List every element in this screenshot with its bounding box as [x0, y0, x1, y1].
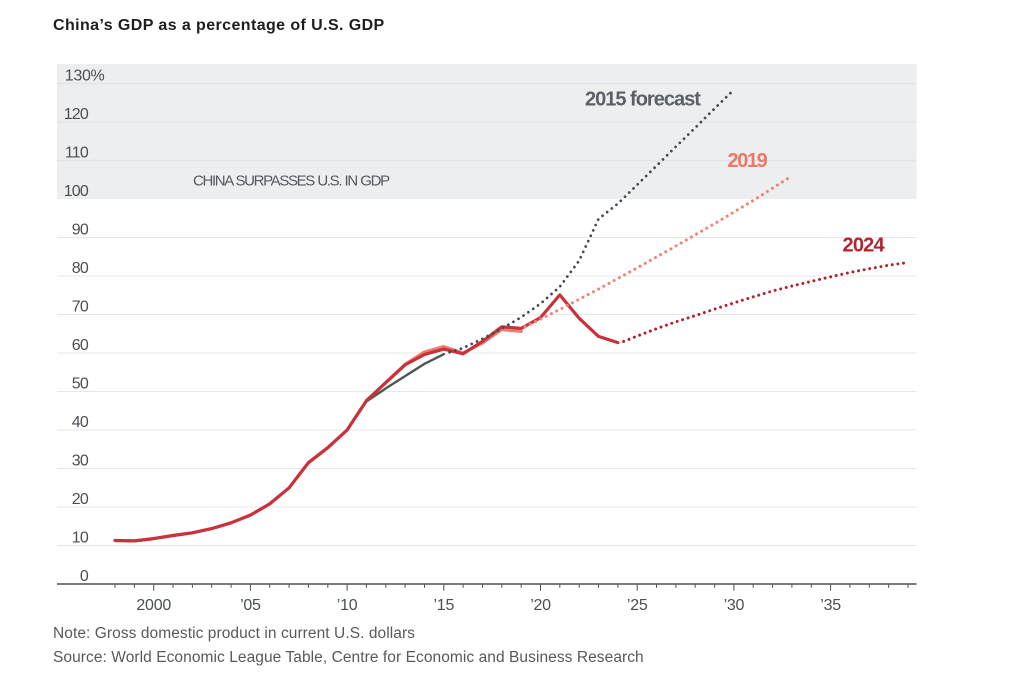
svg-text:2019: 2019 [728, 150, 768, 172]
svg-text:’20: ’20 [530, 597, 551, 614]
svg-text:40: 40 [72, 414, 89, 431]
svg-text:’30: ’30 [724, 597, 745, 614]
svg-text:2024: 2024 [843, 235, 886, 257]
svg-text:0: 0 [80, 568, 89, 585]
svg-text:60: 60 [72, 337, 89, 354]
svg-text:10: 10 [72, 529, 89, 546]
svg-text:110: 110 [65, 144, 89, 161]
svg-text:100: 100 [64, 183, 89, 200]
svg-text:30: 30 [72, 452, 89, 469]
svg-text:CHINA SURPASSES U.S. IN GDP: CHINA SURPASSES U.S. IN GDP [193, 173, 390, 190]
svg-text:90: 90 [72, 221, 89, 238]
svg-text:50: 50 [72, 375, 89, 392]
svg-text:2015 forecast: 2015 forecast [585, 89, 701, 111]
svg-text:’05: ’05 [240, 597, 261, 614]
svg-text:80: 80 [72, 260, 89, 277]
svg-text:130%: 130% [65, 67, 105, 84]
svg-text:’35: ’35 [820, 597, 841, 614]
svg-text:’25: ’25 [627, 597, 648, 614]
svg-text:120: 120 [64, 106, 89, 123]
svg-text:20: 20 [72, 491, 89, 508]
svg-text:70: 70 [72, 298, 89, 315]
svg-text:’15: ’15 [433, 597, 454, 614]
svg-text:2000: 2000 [136, 597, 171, 614]
svg-text:’10: ’10 [337, 597, 358, 614]
